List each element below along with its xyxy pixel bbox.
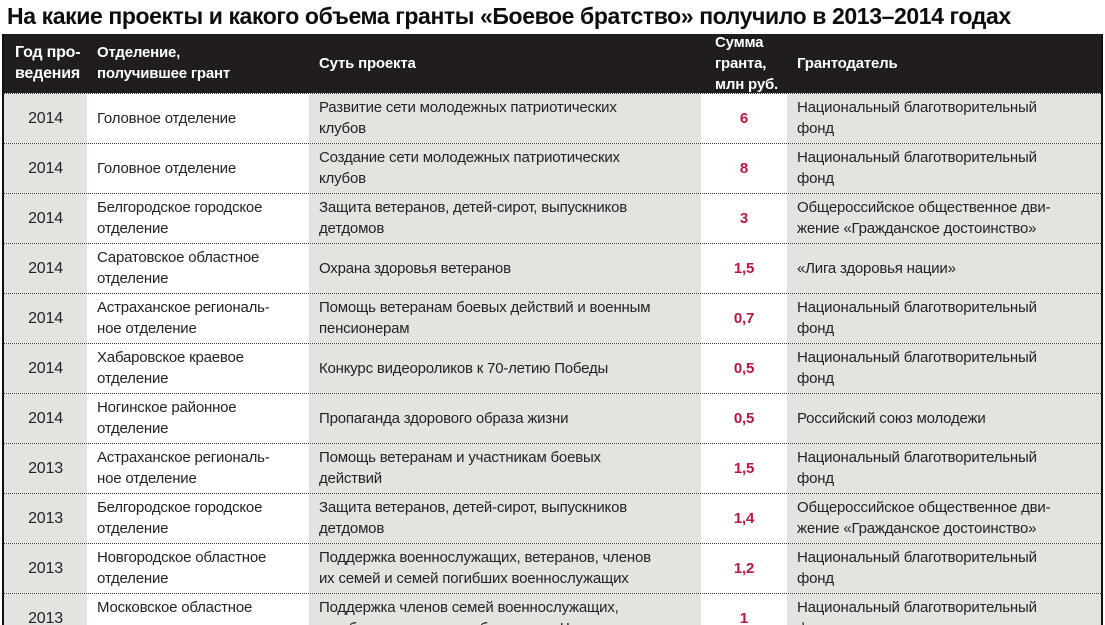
cell-grantor: Общероссийское общественное дви- жение «… bbox=[787, 194, 1101, 243]
table-row: 2013 Московское областное отделение Подд… bbox=[4, 594, 1101, 625]
cell-grantor: Национальный благотворительный фонд bbox=[787, 344, 1101, 393]
cell-branch: Головное отделение bbox=[87, 144, 309, 193]
cell-project: Защита ветеранов, детей-сирот, выпускник… bbox=[309, 194, 701, 243]
cell-project: Пропаганда здорового образа жизни bbox=[309, 394, 701, 443]
column-header-amount: Сумма гранта, млн руб. bbox=[715, 33, 778, 93]
cell-branch: Белгородское городское отделение bbox=[87, 194, 309, 243]
cell-year: 2014 bbox=[4, 144, 87, 193]
cell-grantor: Национальный благотворительный фонд bbox=[787, 444, 1101, 493]
table-header-row: Год про- ведения Отделение, получившее г… bbox=[4, 34, 1101, 93]
cell-year: 2014 bbox=[4, 344, 87, 393]
cell-year: 2014 bbox=[4, 294, 87, 343]
column-header-year: Год про- ведения bbox=[15, 44, 81, 82]
cell-amount: 0,5 bbox=[701, 344, 787, 393]
cell-branch: Ногинское районное отделение bbox=[87, 394, 309, 443]
cell-year: 2013 bbox=[4, 544, 87, 593]
cell-amount: 8 bbox=[701, 144, 787, 193]
cell-amount: 1,5 bbox=[701, 444, 787, 493]
cell-project: Защита ветеранов, детей-сирот, выпускник… bbox=[309, 494, 701, 543]
cell-year: 2014 bbox=[4, 194, 87, 243]
page-title: На какие проекты и какого объема гранты … bbox=[7, 3, 1011, 29]
cell-grantor: Национальный благотворительный фонд bbox=[787, 144, 1101, 193]
table-row: 2013 Астраханское региональ- ное отделен… bbox=[4, 444, 1101, 494]
cell-branch: Хабаровское краевое отделение bbox=[87, 344, 309, 393]
table-row: 2014 Головное отделение Создание сети мо… bbox=[4, 144, 1101, 194]
table-row: 2014 Белгородское городское отделение За… bbox=[4, 194, 1101, 244]
cell-grantor: Российский союз молодежи bbox=[787, 394, 1101, 443]
cell-project: Развитие сети молодежных патриотических … bbox=[309, 94, 701, 143]
cell-grantor: Национальный благотворительный фонд bbox=[787, 294, 1101, 343]
cell-amount: 1,4 bbox=[701, 494, 787, 543]
cell-branch: Новгородское областное отделение bbox=[87, 544, 309, 593]
grants-table: Год про- ведения Отделение, получившее г… bbox=[2, 34, 1103, 625]
table-body: 2014 Головное отделение Развитие сети мо… bbox=[4, 93, 1101, 625]
cell-grantor: Национальный благотворительный фонд bbox=[787, 594, 1101, 625]
cell-project: Охрана здоровья ветеранов bbox=[309, 244, 701, 293]
cell-amount: 1,5 bbox=[701, 244, 787, 293]
cell-amount: 1 bbox=[701, 594, 787, 625]
cell-project: Поддержка членов семей военнослужащих, п… bbox=[309, 594, 701, 625]
cell-year: 2014 bbox=[4, 94, 87, 143]
cell-amount: 3 bbox=[701, 194, 787, 243]
cell-amount: 1,2 bbox=[701, 544, 787, 593]
cell-branch: Головное отделение bbox=[87, 94, 309, 143]
cell-grantor: Национальный благотворительный фонд bbox=[787, 94, 1101, 143]
cell-project: Помощь ветеранам боевых действий и военн… bbox=[309, 294, 701, 343]
cell-year: 2013 bbox=[4, 494, 87, 543]
cell-year: 2014 bbox=[4, 244, 87, 293]
table-row: 2014 Ногинское районное отделение Пропаг… bbox=[4, 394, 1101, 444]
cell-amount: 0,7 bbox=[701, 294, 787, 343]
table-row: 2014 Головное отделение Развитие сети мо… bbox=[4, 93, 1101, 144]
table-row: 2013 Новгородское областное отделение По… bbox=[4, 544, 1101, 594]
cell-grantor: Национальный благотворительный фонд bbox=[787, 544, 1101, 593]
cell-amount: 0,5 bbox=[701, 394, 787, 443]
cell-grantor: Общероссийское общественное дви- жение «… bbox=[787, 494, 1101, 543]
cell-branch: Астраханское региональ- ное отделение bbox=[87, 294, 309, 343]
column-header-project: Суть проекта bbox=[319, 54, 416, 72]
cell-branch: Саратовское областное отделение bbox=[87, 244, 309, 293]
table-row: 2014 Хабаровское краевое отделение Конку… bbox=[4, 344, 1101, 394]
cell-branch: Белгородское городское отделение bbox=[87, 494, 309, 543]
table-row: 2014 Астраханское региональ- ное отделен… bbox=[4, 294, 1101, 344]
table-row: 2013 Белгородское городское отделение За… bbox=[4, 494, 1101, 544]
cell-branch: Астраханское региональ- ное отделение bbox=[87, 444, 309, 493]
cell-project: Конкурс видеороликов к 70-летию Победы bbox=[309, 344, 701, 393]
cell-year: 2013 bbox=[4, 444, 87, 493]
cell-project: Помощь ветеранам и участникам боевых дей… bbox=[309, 444, 701, 493]
column-header-branch: Отделение, получившее грант bbox=[97, 44, 230, 82]
cell-year: 2013 bbox=[4, 594, 87, 625]
cell-year: 2014 bbox=[4, 394, 87, 443]
column-header-grantor: Грантодатель bbox=[797, 54, 898, 72]
cell-project: Создание сети молодежных патриотических … bbox=[309, 144, 701, 193]
cell-project: Поддержка военнослужащих, ветеранов, чле… bbox=[309, 544, 701, 593]
cell-grantor: «Лига здоровья нации» bbox=[787, 244, 1101, 293]
table-row: 2014 Саратовское областное отделение Охр… bbox=[4, 244, 1101, 294]
cell-branch: Московское областное отделение bbox=[87, 594, 309, 625]
cell-amount: 6 bbox=[701, 94, 787, 143]
